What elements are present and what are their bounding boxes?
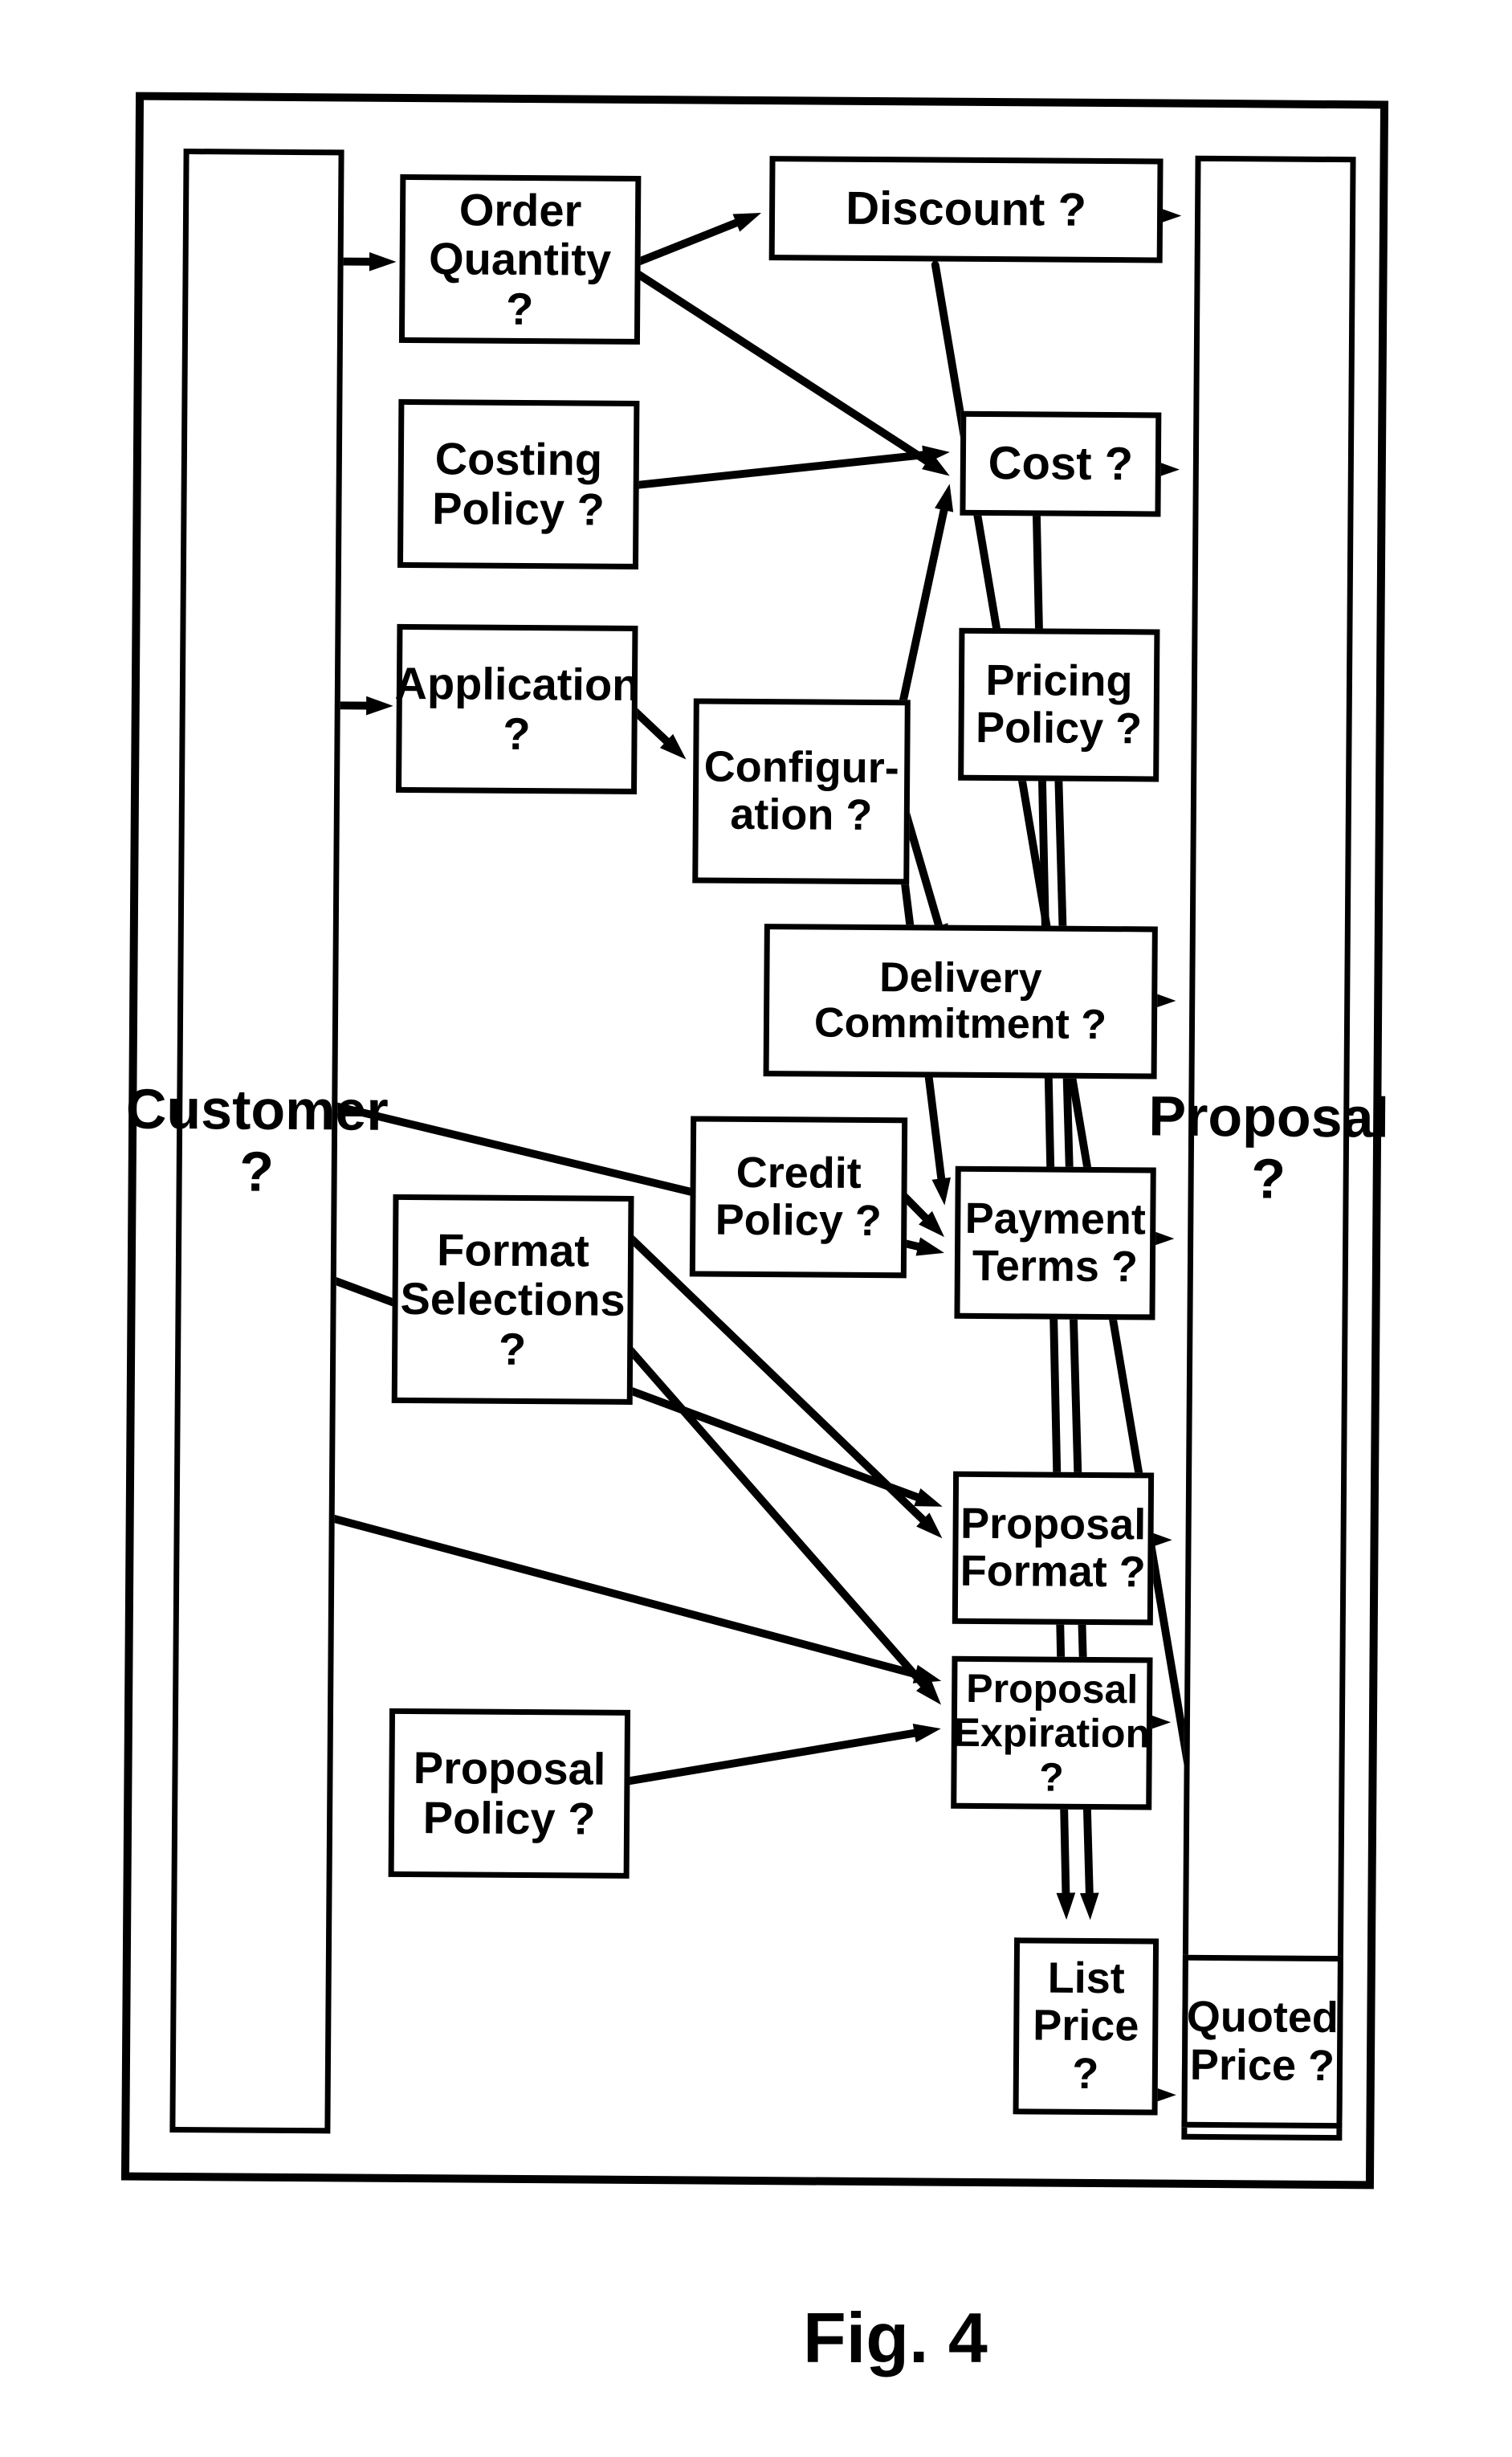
edge-arrowhead bbox=[916, 1237, 945, 1255]
node-quoted: Quoted Price ? bbox=[1181, 1955, 1343, 2128]
edge-arrowhead bbox=[1056, 1892, 1075, 1920]
edge-arrowhead bbox=[366, 696, 393, 716]
edge-arrowhead bbox=[931, 1177, 951, 1206]
edge-arrowhead bbox=[913, 1665, 942, 1684]
node-format_sel: Format Selections ? bbox=[392, 1194, 634, 1405]
node-costing: Costing Policy ? bbox=[397, 399, 639, 569]
node-prop_policy: Proposal Policy ? bbox=[389, 1708, 630, 1879]
diagram-frame: Customer ? Proposal ? Order Quantity ? Cost… bbox=[121, 92, 1388, 2190]
edge-line bbox=[900, 510, 943, 714]
node-prop_exp: Proposal Expiration ? bbox=[951, 1656, 1152, 1810]
edge-line bbox=[623, 1731, 914, 1784]
node-config: Configur- ation ? bbox=[692, 698, 911, 884]
edge-arrowhead bbox=[922, 446, 950, 465]
edge-line bbox=[633, 271, 928, 461]
node-credit: Credit Policy ? bbox=[690, 1116, 907, 1278]
node-list_price: List Price ? bbox=[1013, 1937, 1159, 2115]
node-delivery: Delivery Commitment ? bbox=[764, 924, 1158, 1079]
edge-arrowhead bbox=[914, 1488, 943, 1507]
figure-caption: Fig. 4 bbox=[803, 2297, 988, 2379]
edge-arrowhead bbox=[935, 484, 953, 512]
node-pricing: Pricing Policy ? bbox=[958, 628, 1159, 782]
edge-arrowhead bbox=[922, 453, 950, 475]
node-application: Application ? bbox=[396, 624, 638, 794]
edge-line bbox=[633, 453, 923, 488]
node-discount: Discount ? bbox=[769, 156, 1164, 263]
edge-line bbox=[634, 222, 736, 264]
edge-arrowhead bbox=[369, 252, 397, 271]
edge-arrowhead bbox=[916, 1512, 943, 1538]
edge-line bbox=[624, 1346, 925, 1685]
edge-arrowhead bbox=[919, 1211, 944, 1237]
edge-arrowhead bbox=[732, 213, 761, 232]
node-order_qty: Order Quantity ? bbox=[399, 174, 641, 345]
edge-arrowhead bbox=[913, 1724, 941, 1743]
node-payment: Payment Terms ? bbox=[954, 1166, 1155, 1320]
edge-arrowhead bbox=[916, 1678, 941, 1704]
node-prop_fmt: Proposal Format ? bbox=[952, 1471, 1154, 1626]
node-cost: Cost ? bbox=[960, 411, 1161, 517]
nodes-layer: Customer ?Proposal ?Order Quantity ?Cost… bbox=[144, 100, 1380, 109]
edge-arrowhead bbox=[1080, 1892, 1099, 1920]
edge-line bbox=[331, 1518, 916, 1674]
edge-arrowhead bbox=[660, 734, 687, 760]
node-proposal: Proposal ? bbox=[1181, 156, 1355, 2141]
node-customer: Customer ? bbox=[169, 149, 344, 2133]
